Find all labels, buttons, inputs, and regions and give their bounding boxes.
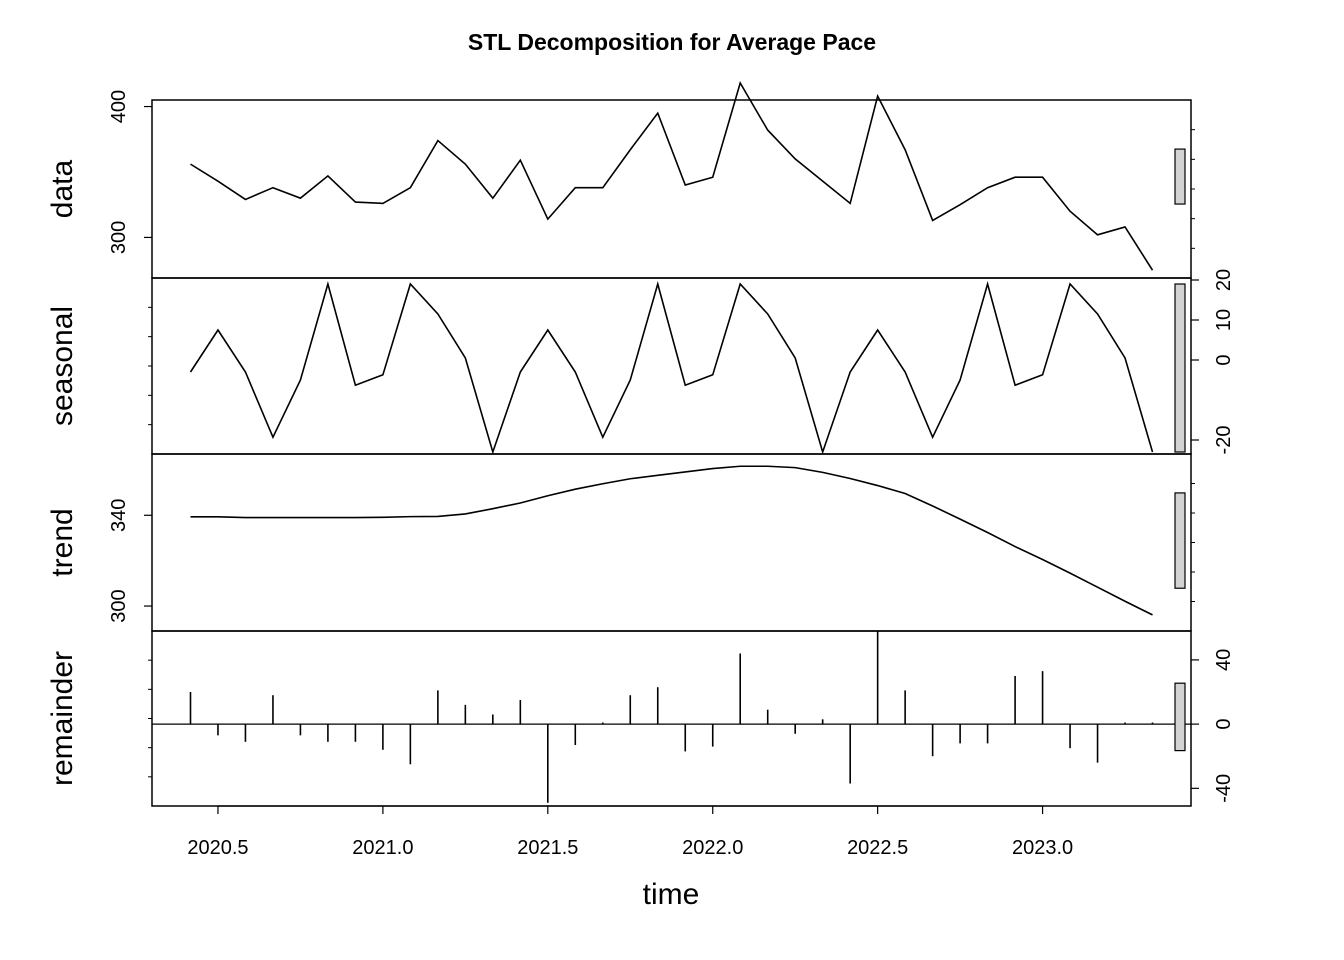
x-tick-label: 2022.5 (847, 837, 908, 859)
seasonal-ytick-label: -20 (1213, 426, 1235, 455)
trend-ytick-label: 300 (108, 589, 130, 622)
panels-group: 300400data-2001020seasonal300340trend-40… (46, 80, 1235, 807)
seasonal-ytick-label: 20 (1213, 269, 1235, 291)
remainder-ytick-label: -40 (1213, 774, 1235, 803)
trend-panel-frame (151, 453, 1192, 632)
remainder-axis-label: remainder (46, 651, 79, 786)
trend-ytick-label: 340 (108, 499, 130, 532)
x-tick-label: 2020.5 (187, 837, 248, 859)
x-tick-label: 2022.0 (682, 837, 743, 859)
seasonal-axis-label: seasonal (46, 306, 79, 426)
x-tick-label: 2021.0 (352, 837, 413, 859)
data-series-line (190, 80, 1154, 271)
panel-data: 300 400 data (46, 80, 1195, 279)
seasonal-panel-frame (151, 277, 1192, 455)
data-ytick-label: 400 (108, 90, 130, 123)
trend-range-bar (1174, 492, 1186, 589)
remainder-ytick-label: 40 (1213, 649, 1235, 671)
x-axis-label: time (643, 878, 700, 911)
seasonal-range-bar (1174, 283, 1186, 453)
x-tick-label: 2023.0 (1012, 837, 1073, 859)
x-tick-label: 2021.5 (517, 837, 578, 859)
trend-axis-label: trend (46, 508, 79, 576)
data-axis-label: data (46, 159, 79, 218)
remainder-panel-frame (151, 630, 1192, 807)
remainder-range-bar (1174, 682, 1186, 752)
data-range-bar (1174, 148, 1186, 205)
chart-title: STL Decomposition for Average Pace (468, 29, 876, 55)
data-ytick-label: 300 (108, 221, 130, 254)
seasonal-ytick-label: 0 (1213, 354, 1235, 365)
seasonal-ytick-label: 10 (1213, 309, 1235, 331)
seasonal-series-line (189, 281, 1154, 455)
panel-seasonal: -20 0 10 20 seasonal (46, 269, 1235, 455)
remainder-ytick-label: 0 (1213, 719, 1235, 730)
panel-trend: 300 340 trend (46, 453, 1195, 632)
x-axis: 2020.5 2021.0 2021.5 2022.0 2022.5 2023.0 (187, 805, 1073, 859)
trend-series-line (190, 465, 1153, 616)
data-panel-frame (151, 99, 1192, 279)
panel-remainder: -40 0 40 remainder (46, 630, 1235, 807)
